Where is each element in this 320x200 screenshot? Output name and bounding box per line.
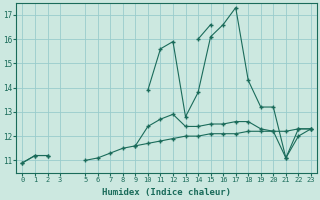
X-axis label: Humidex (Indice chaleur): Humidex (Indice chaleur) xyxy=(102,188,231,197)
